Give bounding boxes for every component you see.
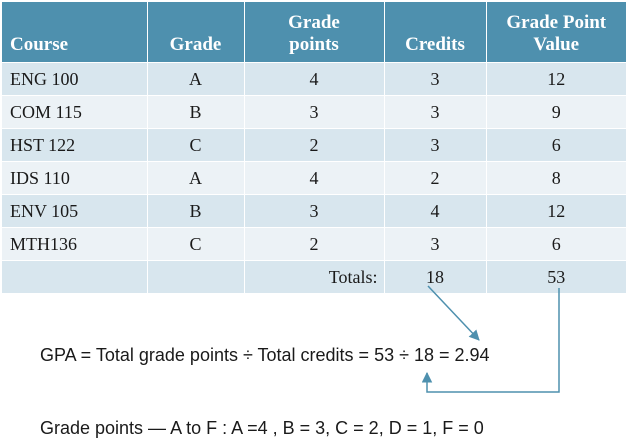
gpa-formula: GPA = Total grade points ÷ Total credits…: [40, 345, 490, 365]
table-row: IDS 110 A 4 2 8: [2, 161, 626, 195]
header-course: Course: [2, 2, 148, 63]
cell-course: COM 115: [2, 95, 148, 129]
cell-value: 6: [486, 227, 626, 261]
cell-grade-points: 2: [244, 227, 385, 261]
cell-value: 12: [486, 194, 626, 228]
header-credits: Credits: [384, 2, 487, 63]
cell-credits: 3: [384, 95, 487, 129]
cell-grade-points: 3: [244, 95, 385, 129]
table-row: ENV 105 B 3 4 12: [2, 194, 626, 228]
cell-credits: 4: [384, 194, 487, 228]
cell-credits: 3: [384, 227, 487, 261]
header-row: Course Grade Grade points Credits Grade …: [2, 2, 626, 63]
grade-scale-note: Grade points — A to F : A =4 , B = 3, C …: [40, 418, 484, 438]
cell-value: 9: [486, 95, 626, 129]
header-grade: Grade: [147, 2, 245, 63]
table-row: ENG 100 A 4 3 12: [2, 62, 626, 96]
cell-credits: 3: [384, 128, 487, 162]
cell-credits: 3: [384, 62, 487, 96]
cell-course: IDS 110: [2, 161, 148, 195]
header-grade-point-value: Grade Point Value: [486, 2, 626, 63]
table-row: HST 122 C 2 3 6: [2, 128, 626, 162]
total-grade-point-value: 53: [486, 260, 626, 293]
cell-course: ENG 100: [2, 62, 148, 96]
cell-grade: A: [147, 161, 245, 195]
totals-empty-cell: [2, 260, 148, 293]
cell-value: 8: [486, 161, 626, 195]
header-grade-points: Grade points: [244, 2, 385, 63]
totals-row: Totals: 18 53: [2, 260, 626, 293]
cell-grade-points: 4: [244, 161, 385, 195]
cell-course: ENV 105: [2, 194, 148, 228]
table-row: MTH136 C 2 3 6: [2, 227, 626, 261]
cell-grade-points: 2: [244, 128, 385, 162]
credits-arrow: [427, 285, 480, 341]
cell-grade: B: [147, 194, 245, 228]
totals-empty-cell: [147, 260, 245, 293]
cell-course: HST 122: [2, 128, 148, 162]
cell-grade: A: [147, 62, 245, 96]
gpa-table: Course Grade Grade points Credits Grade …: [2, 2, 626, 293]
totals-label: Totals:: [244, 260, 385, 293]
total-credits: 18: [384, 260, 487, 293]
cell-course: MTH136: [2, 227, 148, 261]
cell-grade-points: 3: [244, 194, 385, 228]
cell-grade-points: 4: [244, 62, 385, 96]
cell-grade: B: [147, 95, 245, 129]
cell-credits: 2: [384, 161, 487, 195]
cell-value: 6: [486, 128, 626, 162]
cell-grade: C: [147, 227, 245, 261]
cell-grade: C: [147, 128, 245, 162]
cell-value: 12: [486, 62, 626, 96]
value-arrow: [421, 288, 560, 393]
table-row: COM 115 B 3 3 9: [2, 95, 626, 129]
